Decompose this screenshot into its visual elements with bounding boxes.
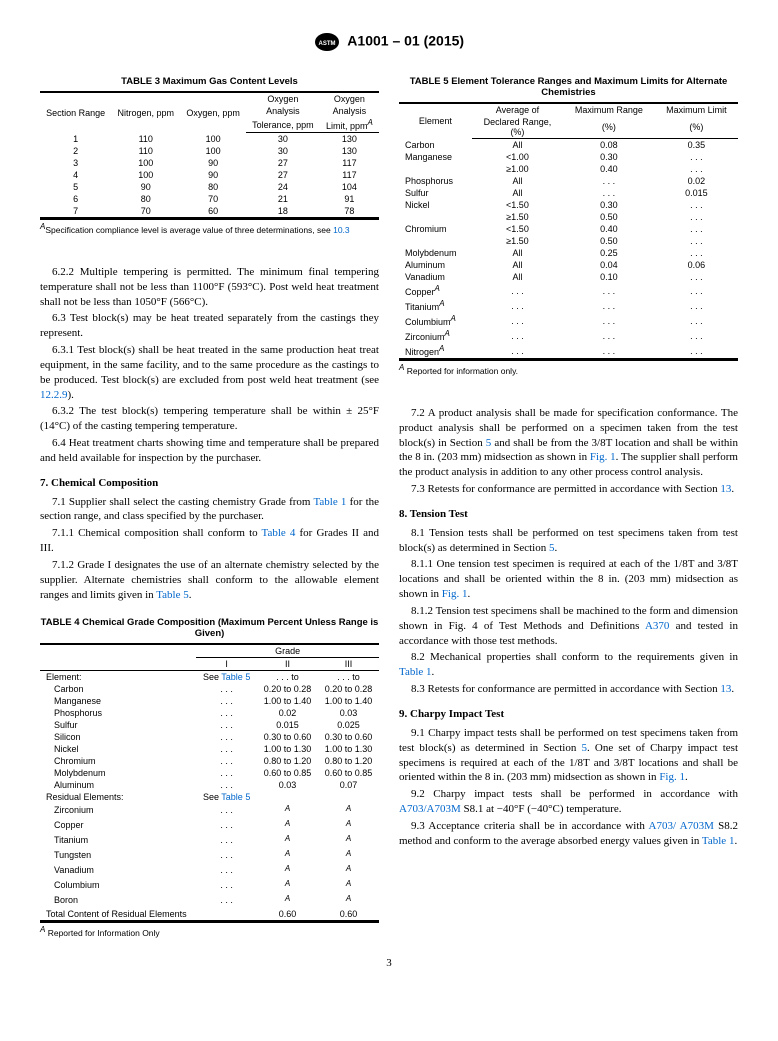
para-9-2: 9.2 Charpy impact tests shall be perform… [399, 787, 738, 817]
para-9-3: 9.3 Acceptance criteria shall be in acco… [399, 819, 738, 849]
link-a703m[interactable]: A703M [680, 820, 714, 832]
para-6-3-2: 6.3.2 The test block(s) tempering temper… [40, 404, 379, 434]
para-7-1-1: 7.1.1 Chemical composition shall conform… [40, 526, 379, 556]
para-7-3: 7.3 Retests for conformance are permitte… [399, 482, 738, 497]
svg-text:ASTM: ASTM [318, 41, 335, 47]
table4-title: TABLE 4 Chemical Grade Composition (Maxi… [40, 617, 379, 639]
para-8-3: 8.3 Retests for conformance are permitte… [399, 682, 738, 697]
link-10-3[interactable]: 10.3 [333, 225, 350, 235]
table3-title: TABLE 3 Maximum Gas Content Levels [40, 76, 379, 87]
para-9-1: 9.1 Charpy impact tests shall be perform… [399, 726, 738, 785]
link-table1-b[interactable]: Table 1 [399, 666, 432, 678]
table3-footnote: ASpecification compliance level is avera… [40, 219, 379, 235]
para-7-1-2: 7.1.2 Grade I designates the use of an a… [40, 558, 379, 603]
link-12-2-9[interactable]: 12.2.9 [40, 389, 68, 401]
link-sec13-a[interactable]: 13 [720, 483, 731, 495]
para-6-3: 6.3 Test block(s) may be heat treated se… [40, 311, 379, 341]
para-8-1-2: 8.1.2 Tension test specimens shall be ma… [399, 604, 738, 649]
table4-footnote: A Reported for Information Only [40, 922, 379, 938]
link-table5-a[interactable]: Table 5 [156, 589, 189, 601]
table5: ElementAverage ofMaximum RangeMaximum Li… [399, 102, 738, 360]
para-7-2: 7.2 A product analysis shall be made for… [399, 406, 738, 480]
table3: Section RangeNitrogen, ppmOxygen, ppmOxy… [40, 91, 379, 219]
section-9-head: 9. Charpy Impact Test [399, 707, 738, 722]
link-fig1-b[interactable]: Fig. 1 [442, 588, 468, 600]
link-table4[interactable]: Table 4 [262, 527, 296, 539]
link-a703-a[interactable]: A703/A703M [399, 803, 461, 815]
para-6-2-2: 6.2.2 Multiple tempering is permitted. T… [40, 265, 379, 310]
link-table1-a[interactable]: Table 1 [313, 496, 346, 508]
para-8-1: 8.1 Tension tests shall be performed on … [399, 526, 738, 556]
standard-number: A1001 – 01 (2015) [347, 33, 464, 49]
section-7-head: 7. Chemical Composition [40, 476, 379, 491]
para-8-2: 8.2 Mechanical properties shall conform … [399, 650, 738, 680]
link-a703-b[interactable]: A703/ [649, 820, 677, 832]
para-6-3-1: 6.3.1 Test block(s) shall be heat treate… [40, 343, 379, 402]
link-fig1-a[interactable]: Fig. 1 [590, 451, 616, 463]
link-table1-c[interactable]: Table 1 [702, 835, 735, 847]
para-6-4: 6.4 Heat treatment charts showing time a… [40, 436, 379, 466]
para-8-1-1: 8.1.1 One tension test specimen is requi… [399, 557, 738, 602]
link-fig1-c[interactable]: Fig. 1 [659, 771, 685, 783]
link-a370[interactable]: A370 [645, 620, 669, 632]
table5-footnote: A Reported for information only. [399, 360, 738, 376]
table4: Grade IIIIII Element:See Table 5. . . to… [40, 643, 379, 922]
section-8-head: 8. Tension Test [399, 507, 738, 522]
page-number: 3 [40, 957, 738, 969]
table5-title: TABLE 5 Element Tolerance Ranges and Max… [399, 76, 738, 98]
para-7-1: 7.1 Supplier shall select the casting ch… [40, 495, 379, 525]
link-sec13-b[interactable]: 13 [720, 683, 731, 695]
page-header: ASTM A1001 – 01 (2015) [40, 32, 738, 52]
astm-logo-icon: ASTM [314, 32, 340, 52]
